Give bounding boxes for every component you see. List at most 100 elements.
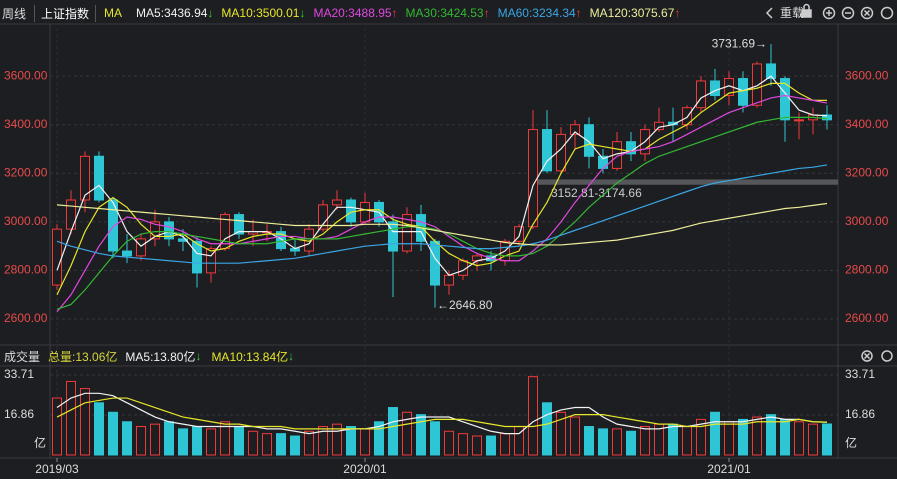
volume-bar bbox=[122, 421, 132, 456]
volume-bar bbox=[528, 376, 538, 456]
unit-label-right: 亿 bbox=[845, 435, 857, 450]
legend-label: MA5:3436.94 bbox=[136, 6, 208, 20]
volume-bar bbox=[164, 421, 174, 456]
y-tick-label: 3600.00 bbox=[4, 68, 48, 82]
volume-bar bbox=[430, 421, 440, 456]
candle-body bbox=[136, 238, 146, 257]
prev-icon[interactable] bbox=[765, 7, 773, 19]
volume-bar bbox=[738, 418, 748, 456]
candle-body bbox=[570, 124, 580, 135]
lock-icon[interactable] bbox=[801, 9, 812, 18]
volume-header: 成交量 总量:13.06亿 MA5:13.80亿 ↓ MA10:13.84亿 ↓ bbox=[4, 345, 304, 367]
legend-trend: ↑ bbox=[391, 6, 398, 20]
candle-body bbox=[752, 63, 762, 106]
volume-bar bbox=[248, 430, 258, 456]
cross bbox=[863, 352, 871, 360]
volume-bar bbox=[458, 433, 468, 456]
candle-body bbox=[52, 228, 62, 286]
volume-bar bbox=[52, 397, 62, 456]
volume-bar bbox=[416, 414, 426, 456]
x-tick-label: 2021/01 bbox=[707, 462, 751, 476]
volume-bar bbox=[570, 416, 580, 456]
volume-bar bbox=[668, 423, 678, 456]
candle-body bbox=[780, 78, 790, 121]
y-tick-label: 3400.00 bbox=[4, 117, 48, 131]
volume-bar bbox=[500, 433, 510, 456]
volume-bar bbox=[80, 388, 90, 456]
plus bbox=[826, 10, 832, 16]
gap-band bbox=[535, 179, 838, 185]
settings-icon[interactable] bbox=[881, 350, 893, 362]
zoom-in-icon[interactable] bbox=[822, 6, 836, 20]
candle-body bbox=[150, 221, 160, 240]
candle-body bbox=[402, 214, 412, 252]
header-bar: 周线 上证指数 MA MA5:3436.94 ↓ MA10:3500.01 ↓ MA20… bbox=[2, 2, 688, 24]
volume-bar bbox=[808, 423, 818, 456]
candle-body bbox=[766, 63, 776, 80]
candle-body bbox=[794, 119, 804, 122]
candle-body bbox=[556, 133, 566, 172]
candle-body bbox=[318, 204, 328, 230]
close-icon[interactable] bbox=[860, 6, 874, 20]
volume-bar bbox=[486, 435, 496, 456]
candle-body bbox=[738, 78, 748, 106]
zoom-out-icon[interactable] bbox=[841, 6, 855, 20]
legend-trend: ↑ bbox=[483, 6, 490, 20]
volume-bar bbox=[584, 426, 594, 456]
period[interactable]: 周线 bbox=[2, 6, 27, 21]
settings-icon[interactable] bbox=[880, 6, 894, 20]
legend-trend: ↓ bbox=[288, 349, 295, 363]
volume-bar bbox=[262, 433, 272, 456]
x-tick-label: 2019/03 bbox=[35, 462, 79, 476]
unit-label: 亿 bbox=[34, 435, 46, 450]
volume-bar bbox=[108, 411, 118, 456]
y-tick-label: 3200.00 bbox=[4, 165, 48, 179]
candle-body bbox=[584, 124, 594, 157]
volume-bar bbox=[94, 402, 104, 456]
volume-bar bbox=[780, 418, 790, 456]
volume-bar bbox=[444, 430, 454, 456]
legend-trend: ↓ bbox=[299, 6, 306, 20]
legend-label: MA10:3500.01 bbox=[221, 6, 300, 20]
candle-body bbox=[178, 238, 188, 242]
volume-bar bbox=[374, 421, 384, 456]
volume-bar bbox=[766, 414, 776, 456]
volume-bar bbox=[150, 423, 160, 456]
volume-bar bbox=[346, 426, 356, 456]
candle-body bbox=[346, 199, 356, 223]
volume-bar bbox=[290, 435, 300, 456]
candle-body bbox=[94, 155, 104, 201]
volume-bar bbox=[794, 421, 804, 456]
candle-body bbox=[332, 199, 342, 206]
close-icon[interactable] bbox=[861, 350, 873, 362]
volume-bar bbox=[192, 426, 202, 456]
volume-bar bbox=[472, 435, 482, 456]
x-tick-label: 2020/01 bbox=[343, 462, 387, 476]
candle-body bbox=[192, 240, 202, 274]
reload-button[interactable]: 重载 bbox=[780, 6, 804, 20]
y-tick-label: 2600.00 bbox=[4, 311, 48, 325]
toolbar-icons bbox=[801, 3, 894, 362]
indicator[interactable]: MA bbox=[104, 6, 123, 20]
candle-body bbox=[822, 114, 832, 121]
extreme-label: ←2646.80 bbox=[437, 298, 493, 312]
legend-trend: ↑ bbox=[674, 6, 681, 20]
y-tick-label-right: 3000.00 bbox=[845, 214, 889, 228]
y-tick-label: 3000.00 bbox=[4, 214, 48, 228]
y-tick-label: 16.86 bbox=[4, 407, 34, 421]
legend-label: MA20:3488.95 bbox=[313, 6, 392, 20]
candle-body bbox=[654, 121, 664, 131]
volume-bar bbox=[640, 426, 650, 456]
symbol[interactable]: 上证指数 bbox=[34, 4, 97, 22]
volume-bar bbox=[220, 421, 230, 456]
volume-bar bbox=[388, 407, 398, 456]
ma-line bbox=[56, 397, 828, 430]
volume-bar bbox=[822, 423, 832, 456]
extreme-label: 3731.69→ bbox=[712, 36, 767, 50]
candle-body bbox=[514, 226, 524, 242]
candle-body bbox=[430, 240, 440, 286]
y-tick-label: 33.71 bbox=[4, 367, 34, 381]
candle-body bbox=[164, 221, 174, 240]
candle-body bbox=[122, 250, 132, 257]
